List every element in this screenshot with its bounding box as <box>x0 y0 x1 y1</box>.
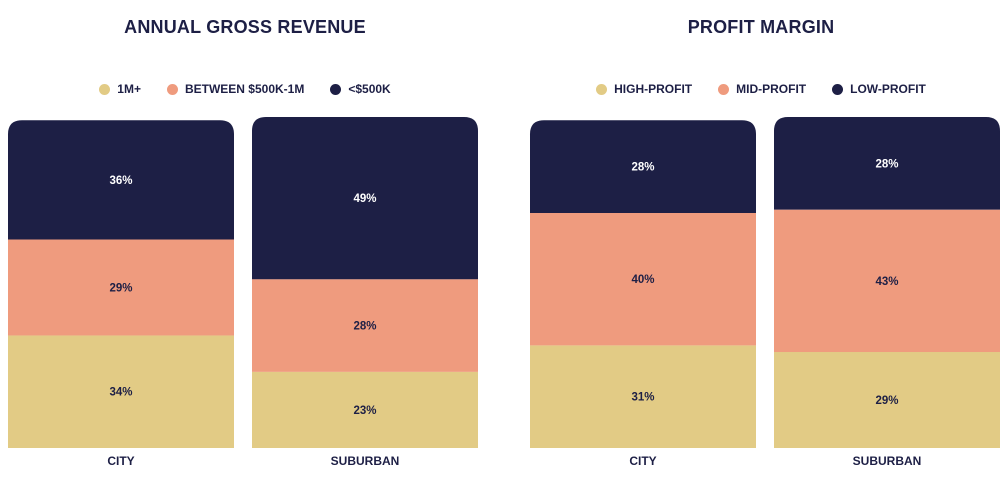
chart-annual-gross-revenue: ANNUAL GROSS REVENUE 1M+ BETWEEN $500K-1… <box>0 0 490 492</box>
legend-swatch <box>832 83 844 95</box>
bar-segment-city-mid-profit <box>530 212 756 346</box>
bar-segment-city-1m <box>8 335 234 448</box>
legend-swatch <box>99 83 111 95</box>
legend: HIGH-PROFIT MID-PROFIT LOW-PROFIT <box>522 82 1000 96</box>
legend-item-low-profit: LOW-PROFIT <box>832 82 926 96</box>
value-label-city-high-profit: 31% <box>631 392 654 404</box>
bar-segment-suburban-1m <box>252 371 478 448</box>
legend: 1M+ BETWEEN $500K-1M <$500K <box>0 82 490 96</box>
bar-segment-suburban-between-500k-1m <box>252 279 478 372</box>
legend-label: LOW-PROFIT <box>850 82 926 96</box>
category-label-suburban: SUBURBAN <box>853 454 922 468</box>
legend-swatch <box>596 83 608 95</box>
legend-swatch <box>718 83 730 95</box>
legend-swatch <box>330 83 342 95</box>
category-label-city: CITY <box>107 454 134 468</box>
value-label-city-1m: 34% <box>109 387 132 399</box>
value-label-suburban-1m: 23% <box>353 405 376 417</box>
value-label-city-between-500k-1m: 29% <box>109 282 132 294</box>
legend-item-under-500k: <$500K <box>330 82 391 96</box>
bar-segment-city-low-profit <box>530 120 756 213</box>
value-label-suburban-between-500k-1m: 28% <box>353 321 376 333</box>
legend-swatch <box>166 83 178 95</box>
category-label-suburban: SUBURBAN <box>331 454 400 468</box>
bar-segment-city-between-500k-1m <box>8 239 234 336</box>
legend-item-1m-plus: 1M+ <box>99 82 141 96</box>
value-label-suburban-500k: 49% <box>353 193 376 205</box>
chart-title: ANNUAL GROSS REVENUE <box>124 17 366 37</box>
legend-item-mid-profit: MID-PROFIT <box>718 82 806 96</box>
legend-label: 1M+ <box>117 82 141 96</box>
legend-label: BETWEEN $500K-1M <box>184 82 305 96</box>
bar-segment-city-high-profit <box>530 345 756 448</box>
bar-segment-suburban-low-profit <box>774 117 1000 210</box>
bar-segment-suburban-high-profit <box>774 352 1000 448</box>
chart-title: PROFIT MARGIN <box>687 17 835 37</box>
legend-item-between-500k-1m: BETWEEN $500K-1M <box>166 82 305 96</box>
value-label-suburban-high-profit: 29% <box>875 395 898 407</box>
chart-plot: 34% 29% 36% CITY 23% 28% 49% SUBURBAN <box>8 117 478 468</box>
legend-label: MID-PROFIT <box>736 82 807 96</box>
value-label-city-500k: 36% <box>109 175 132 187</box>
legend-label: HIGH-PROFIT <box>614 82 693 96</box>
value-label-city-low-profit: 28% <box>631 162 654 174</box>
chart-plot: 31% 40% 28% CITY 29% 43% 28% SUBURBAN <box>530 117 1000 468</box>
bar-segment-city-500k <box>8 120 234 240</box>
value-label-suburban-mid-profit: 43% <box>875 276 898 288</box>
legend-item-high-profit: HIGH-PROFIT <box>596 82 692 96</box>
chart-profit-margin: PROFIT MARGIN HIGH-PROFIT MID-PROFIT LOW… <box>522 0 1000 492</box>
legend-label: <$500K <box>348 82 391 96</box>
category-label-city: CITY <box>629 454 656 468</box>
bar-segment-suburban-mid-profit <box>774 209 1000 353</box>
bar-segment-suburban-500k <box>252 117 478 280</box>
value-label-suburban-low-profit: 28% <box>875 158 898 170</box>
value-label-city-mid-profit: 40% <box>631 274 654 286</box>
